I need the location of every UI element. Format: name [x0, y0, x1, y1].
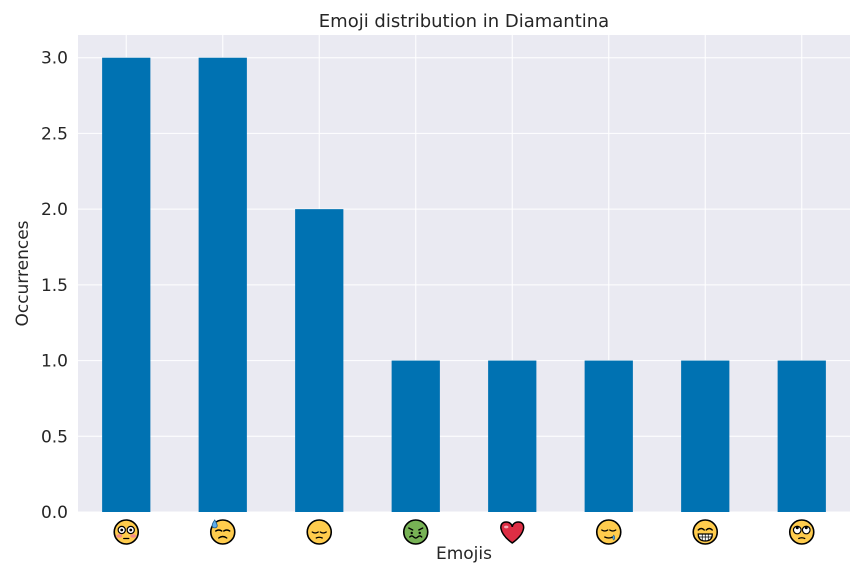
bars	[102, 57, 826, 512]
y-tick-label: 0.5	[41, 427, 68, 447]
y-tick-label: 2.5	[41, 124, 68, 144]
flushed-face-icon	[113, 519, 140, 545]
bar-flushed-face	[102, 57, 151, 512]
bar-downcast-sweat-face	[198, 57, 247, 512]
eye-roll-face-icon	[788, 519, 815, 545]
red-heart-icon	[500, 521, 525, 544]
bar-nauseated-face	[391, 360, 440, 512]
plot-background	[78, 35, 850, 512]
y-axis-title: Occurrences	[13, 220, 33, 326]
y-tick-label: 1.5	[41, 276, 68, 296]
downcast-sweat-face-icon	[209, 519, 236, 545]
nauseated-face-icon	[402, 519, 429, 545]
bar-sleepy-face	[584, 360, 633, 512]
x-tick-label: 😪	[608, 536, 609, 538]
y-tick-labels: 0.0 0.5 1.0 1.5 2.0 2.5 3.0	[41, 49, 68, 523]
x-axis-title: Emojis	[436, 544, 492, 564]
x-tick-label: 😳	[126, 536, 127, 538]
bar-red-heart	[488, 360, 537, 512]
pensive-face-icon	[306, 519, 333, 545]
x-tick-labels: 😳 😓 😔 🤢 ❤️ 😪 😁 🙄	[113, 519, 815, 545]
bar-pensive-face	[295, 209, 344, 512]
y-tick-label: 1.0	[41, 352, 68, 372]
x-tick-label: 😔	[319, 536, 320, 538]
y-tick-label: 0.0	[41, 503, 68, 523]
y-tick-label: 2.0	[41, 200, 68, 220]
y-tick-label: 3.0	[41, 49, 68, 69]
bar-grinning-face	[681, 360, 730, 512]
grinning-face-icon	[692, 519, 719, 545]
sleepy-face-icon	[595, 519, 622, 545]
chart-title: Emoji distribution in Diamantina	[319, 11, 609, 32]
x-tick-label: 😁	[705, 536, 706, 538]
bar-eye-roll-face	[777, 360, 826, 512]
x-tick-label: 😓	[222, 536, 223, 538]
